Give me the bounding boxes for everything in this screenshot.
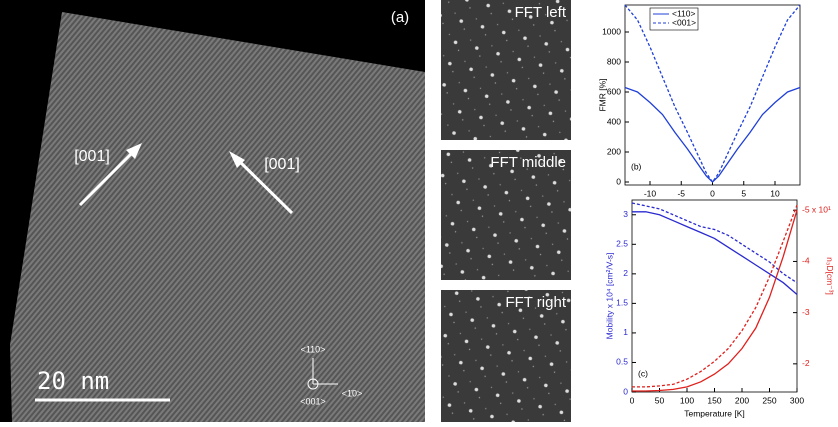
series-line [624, 4, 801, 184]
series-line [632, 204, 798, 388]
axis-label: <110> [301, 344, 326, 354]
y-tick-label: 1.5 [616, 298, 628, 308]
y-tick-label: 1000 [602, 26, 621, 36]
y2-tick-label: -2 [802, 358, 810, 368]
x-tick-label: 250 [762, 395, 776, 405]
tem-image [10, 12, 425, 422]
x-axis-label: Temperature [K] [684, 408, 744, 418]
charts: -10 -5 0 5 1002004006008001000<110><001>(b)F… [597, 4, 835, 418]
x-tick-label: 200 [735, 395, 749, 405]
panel-label: (a) [391, 9, 409, 26]
arrow-label: [001] [74, 148, 110, 165]
y2-tick-label: -3 [802, 307, 810, 317]
series-line [624, 86, 801, 183]
fft-panels: FFT left FFT middle FFT right [441, 0, 571, 422]
arrow-label: [001] [264, 156, 300, 173]
y-tick-label: 2 [623, 268, 628, 278]
y-tick-label: 1 [623, 327, 628, 337]
fft-label: FFT middle [490, 154, 566, 171]
y-axis-label: Mobility x 10⁴ [cm²/V-s] [604, 253, 614, 340]
fft-label: FFT right [505, 294, 566, 311]
y-tick-label: 600 [607, 86, 621, 96]
fft-image [441, 150, 571, 280]
x-tick-label: -10 [644, 188, 657, 198]
x-tick-label: 5 [741, 188, 746, 198]
panel-label: (b) [631, 161, 642, 171]
axis-label: <1̄0> [342, 388, 363, 398]
y-axis-label: FMR [%] [597, 78, 607, 111]
y-tick-label: 0 [616, 176, 621, 186]
legend-label: <001> [672, 17, 696, 27]
plot-frame [631, 199, 798, 393]
x-tick-label: 300 [790, 395, 804, 405]
panel-label: (c) [638, 368, 648, 378]
y-tick-label: 0 [623, 386, 628, 396]
y-tick-label: 3 [623, 209, 628, 219]
fft-label: FFT left [515, 4, 567, 21]
y-tick-label: 2.5 [616, 239, 628, 249]
y-tick-label: 800 [607, 56, 621, 66]
x-tick-label: 100 [680, 395, 694, 405]
x-tick-label: 10 [770, 188, 780, 198]
series-line [632, 211, 798, 295]
orientation-axes [307, 358, 338, 390]
y2-tick-label: -4 [802, 256, 810, 266]
x-tick-label: -5 [677, 188, 685, 198]
y2-tick-label: -5 x 10¹ [802, 204, 831, 214]
fft-image [441, 0, 571, 140]
y-tick-label: 200 [607, 146, 621, 156]
axis-label: <001> [300, 396, 326, 406]
fft-image [441, 290, 571, 422]
plot-frame [624, 4, 801, 186]
y-tick-label: 0.5 [616, 357, 628, 367]
x-tick-label: 50 [655, 395, 665, 405]
x-tick-label: 150 [707, 395, 721, 405]
y2-axis-label: n₃D[cm⁻³] [825, 257, 835, 295]
panel-a: (a) [001] [001] 20 nm <110> <001> <1̄0> [0, 0, 425, 422]
y-tick-label: 400 [607, 116, 621, 126]
legend-label: <110> [672, 8, 696, 18]
scale-bar-label: 20 nm [37, 367, 109, 395]
series-line [632, 210, 798, 392]
x-tick-label: 0 [630, 395, 635, 405]
arrows [78, 143, 294, 215]
x-tick-label: 0 [710, 188, 715, 198]
series-line [631, 202, 798, 284]
